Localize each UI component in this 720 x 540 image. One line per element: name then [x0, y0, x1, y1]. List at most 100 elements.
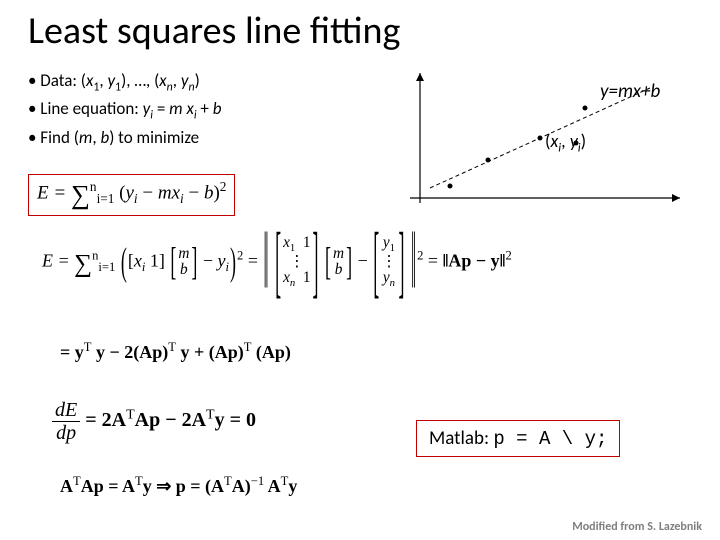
t: y: [107, 70, 115, 91]
t: y ⇒ p = (A: [143, 476, 224, 496]
t: m: [178, 246, 189, 262]
t: ,: [561, 130, 570, 152]
t: 2: [237, 248, 243, 262]
t: = 2A: [85, 409, 126, 431]
t: =: [248, 250, 263, 270]
t: x: [283, 234, 290, 251]
t: n: [390, 277, 395, 289]
t: x: [134, 250, 142, 270]
t: E =: [42, 250, 74, 270]
t: b: [100, 127, 109, 148]
equation-expansion: E = ∑ni=1 ([xi 1] [mb] − yi)2 = ‖ [x1 1⋮…: [42, 235, 512, 290]
t: T: [224, 474, 232, 488]
bullet-data: • Data: (x1, y1), …, (xn, yn): [28, 70, 221, 95]
t: b: [333, 262, 344, 278]
sum-icon: ∑: [71, 180, 90, 210]
t: y + (Ap): [176, 342, 244, 362]
t: • Find (: [28, 127, 79, 148]
matlab-box: Matlab: p = A \ y;: [416, 420, 620, 457]
t: (Ap): [251, 342, 291, 362]
point-label: (xi, yi): [545, 130, 586, 156]
bracket-icon: [: [325, 239, 331, 285]
paren-icon: ): [230, 239, 236, 285]
t: y: [288, 476, 297, 496]
t: m: [158, 182, 172, 203]
matlab-code: p = A \ y;: [493, 428, 607, 450]
slide-title: Least squares line fitting: [28, 8, 400, 54]
bracket-icon: ]: [313, 215, 319, 310]
bullet-line-eq: • Line equation: yi = m xi + b: [28, 98, 221, 123]
t: 1: [290, 242, 295, 254]
t: Ap = A: [81, 476, 135, 496]
t: ): [581, 130, 586, 152]
t: ,: [173, 70, 181, 91]
t: n: [90, 179, 97, 194]
t: 2: [417, 248, 423, 262]
t: y: [218, 250, 226, 270]
t: A: [264, 476, 281, 496]
t: ), …, (: [121, 70, 159, 91]
t: y = 0: [215, 409, 256, 431]
t: y: [125, 182, 133, 203]
t: • Line equation:: [28, 98, 143, 119]
t: −1: [251, 474, 264, 488]
equation-expanded-norm: = yT y − 2(Ap)T y + (Ap)T (Ap): [60, 340, 291, 363]
t: Ap − 2A: [135, 409, 206, 431]
t: T: [168, 340, 176, 354]
t: −: [184, 182, 204, 203]
bracket-icon: ]: [399, 215, 405, 310]
t: 2: [220, 179, 227, 194]
t: 1: [390, 242, 395, 254]
bracket-icon: [: [373, 215, 379, 310]
t: ) to minimize: [109, 127, 199, 148]
t: x: [283, 269, 290, 286]
equation-normal: ATAp = ATy ⇒ p = (ATA)−1 ATy: [60, 474, 297, 497]
t: x: [159, 70, 166, 91]
t: A: [60, 476, 73, 496]
t: −: [203, 250, 218, 270]
t: m: [79, 127, 92, 148]
credit-text: Modified from S. Lazebnik: [572, 520, 702, 534]
t: y: [383, 269, 390, 286]
t: m x: [169, 98, 194, 119]
line-equation-label: y=mx+b: [600, 80, 660, 103]
t: T: [206, 407, 215, 422]
t: T: [135, 474, 143, 488]
t: = y: [60, 342, 84, 362]
bracket-icon: [: [170, 239, 176, 285]
paren-icon: (: [121, 239, 127, 285]
t: A): [232, 476, 251, 496]
t: T: [73, 474, 81, 488]
bullet-list: • Data: (x1, y1), …, (xn, yn) • Line equ…: [28, 70, 221, 153]
t: ‖Ap − y‖: [443, 250, 506, 270]
t: • Data: (: [28, 70, 86, 91]
t: =: [428, 250, 443, 270]
t: b: [213, 98, 222, 119]
t: 1: [303, 269, 311, 286]
t: ⋮: [381, 254, 396, 270]
t: dp: [52, 422, 80, 443]
t: ⋮: [283, 254, 310, 270]
t: n: [290, 277, 295, 289]
norm-icon: ‖: [411, 215, 416, 310]
t: y: [181, 70, 189, 91]
t: x: [172, 182, 180, 203]
t: −: [138, 182, 158, 203]
t: 2: [506, 248, 512, 262]
t: 1: [303, 234, 311, 251]
t: i=1: [98, 260, 115, 274]
equation-derivative: dEdp = 2ATAp − 2ATy = 0: [52, 400, 256, 443]
matlab-label: Matlab:: [429, 427, 493, 450]
t: E =: [37, 182, 71, 203]
t: +: [197, 98, 213, 119]
t: b: [204, 182, 214, 203]
t: m: [333, 246, 344, 262]
t: i: [226, 260, 230, 274]
t: y: [383, 234, 390, 251]
bracket-icon: ]: [346, 239, 352, 285]
t: −: [358, 250, 373, 270]
t: ): [195, 70, 200, 91]
bracket-icon: [: [275, 215, 281, 310]
t: ]: [159, 250, 165, 270]
norm-icon: ‖: [264, 215, 269, 310]
